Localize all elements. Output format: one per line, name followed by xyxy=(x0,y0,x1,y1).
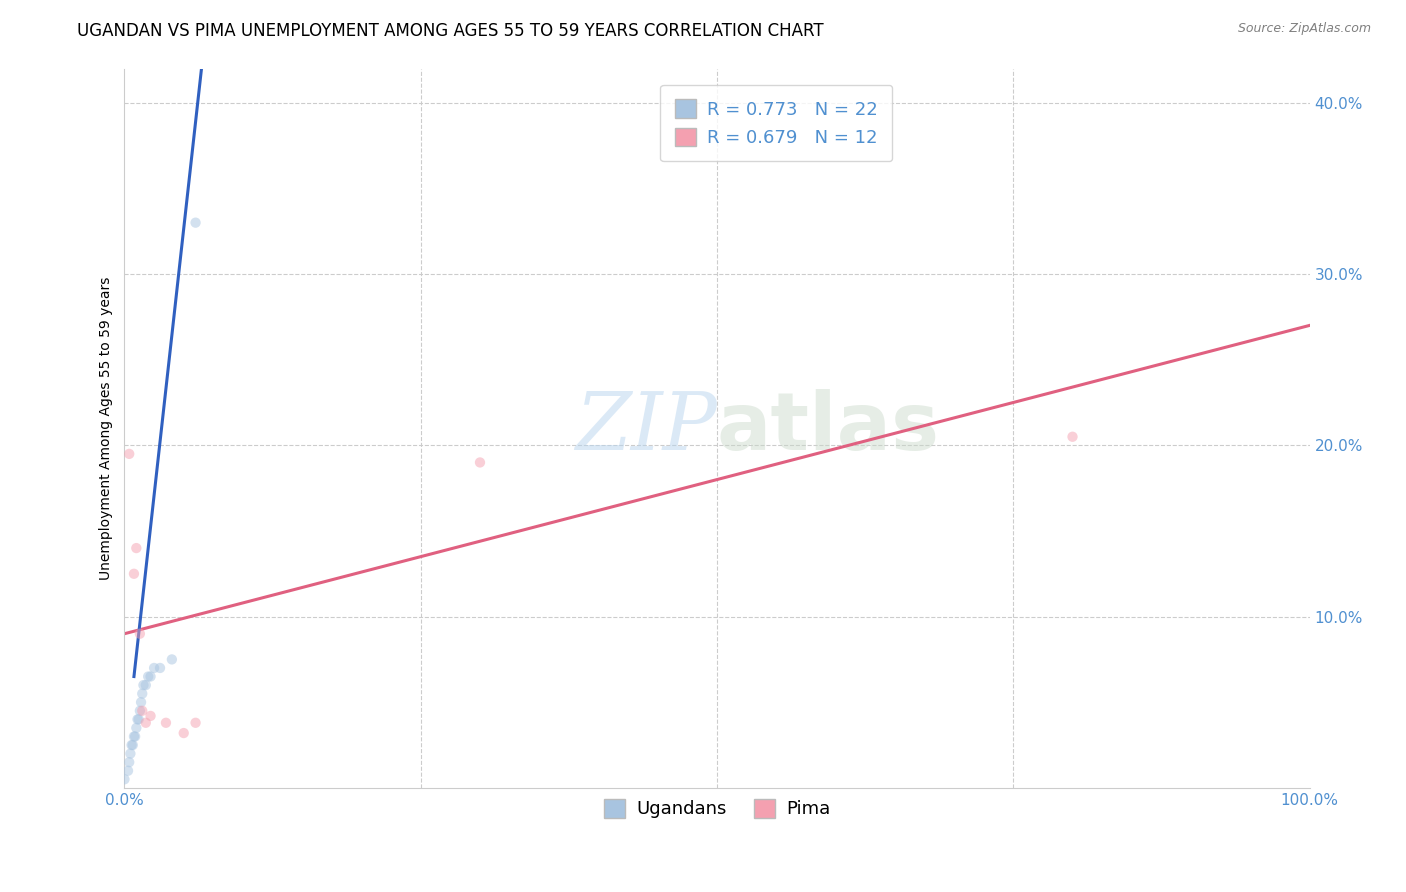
Point xyxy=(131,687,153,701)
Point xyxy=(114,772,136,787)
Point xyxy=(124,730,146,744)
Text: UGANDAN VS PIMA UNEMPLOYMENT AMONG AGES 55 TO 59 YEARS CORRELATION CHART: UGANDAN VS PIMA UNEMPLOYMENT AMONG AGES … xyxy=(77,22,824,40)
Point xyxy=(143,661,166,675)
Point xyxy=(121,738,143,752)
Point xyxy=(131,704,153,718)
Point xyxy=(149,661,172,675)
Point xyxy=(184,216,207,230)
Point xyxy=(160,652,183,666)
Point xyxy=(136,669,159,683)
Point xyxy=(135,715,157,730)
Point xyxy=(129,695,152,709)
Point xyxy=(122,566,145,581)
Point xyxy=(139,709,162,723)
Point xyxy=(118,447,141,461)
Point xyxy=(173,726,195,740)
Point xyxy=(128,712,150,726)
Point xyxy=(125,721,148,735)
Point xyxy=(184,715,207,730)
Y-axis label: Unemployment Among Ages 55 to 59 years: Unemployment Among Ages 55 to 59 years xyxy=(100,277,114,580)
Point xyxy=(118,755,141,769)
Text: ZIP: ZIP xyxy=(575,390,717,467)
Point xyxy=(128,704,150,718)
Point xyxy=(128,626,150,640)
Point xyxy=(125,541,148,555)
Point xyxy=(132,678,155,692)
Point xyxy=(117,764,139,778)
Point xyxy=(1062,430,1084,444)
Point xyxy=(127,712,149,726)
Text: atlas: atlas xyxy=(717,389,941,467)
Point xyxy=(155,715,177,730)
Point xyxy=(120,747,142,761)
Point xyxy=(135,678,157,692)
Point xyxy=(122,730,145,744)
Point xyxy=(468,455,491,469)
Text: Source: ZipAtlas.com: Source: ZipAtlas.com xyxy=(1237,22,1371,36)
Point xyxy=(121,738,143,752)
Legend: Ugandans, Pima: Ugandans, Pima xyxy=(596,792,838,826)
Point xyxy=(139,669,162,683)
